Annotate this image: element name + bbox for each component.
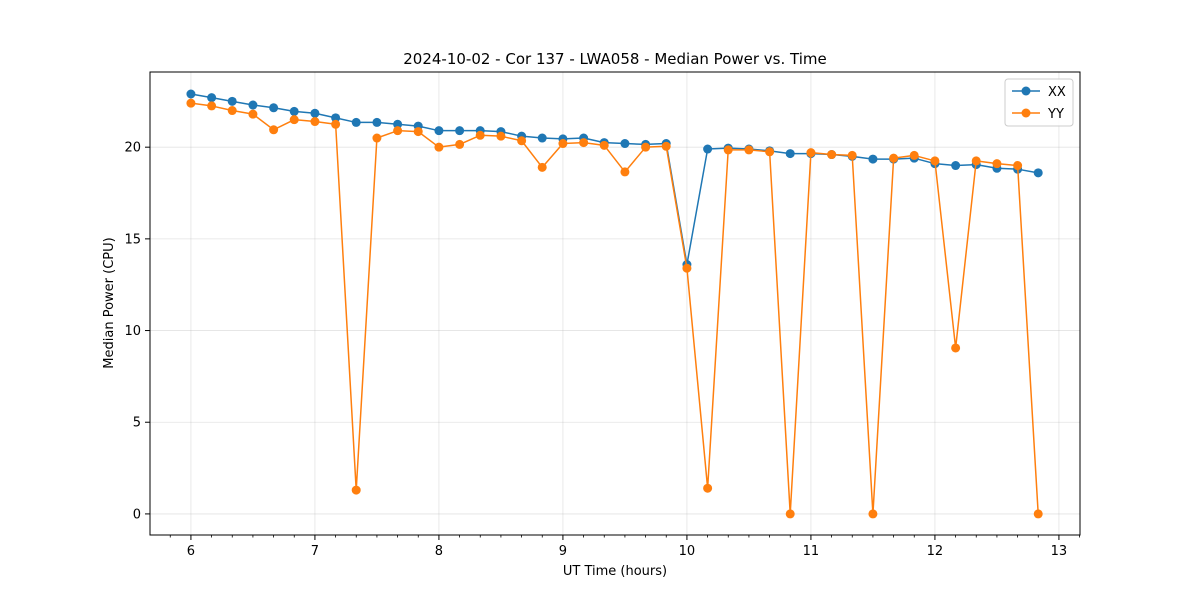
- data-point-yy: [703, 483, 713, 493]
- data-point-yy: [1033, 509, 1043, 519]
- data-point-yy: [372, 133, 382, 143]
- data-point-yy: [827, 150, 837, 160]
- data-point-xx: [269, 103, 279, 113]
- data-point-yy: [227, 106, 237, 116]
- data-point-yy: [641, 142, 651, 152]
- data-point-xx: [331, 113, 341, 123]
- data-point-yy: [868, 509, 878, 519]
- series-yy: [186, 98, 1043, 519]
- data-point-xx: [289, 106, 299, 116]
- data-point-xx: [186, 89, 196, 99]
- data-point-yy: [889, 153, 899, 163]
- data-point-yy: [434, 142, 444, 152]
- data-point-yy: [723, 145, 733, 155]
- data-point-yy: [289, 115, 299, 125]
- y-tick-label: 10: [124, 324, 141, 339]
- x-tick-label: 13: [1051, 544, 1068, 559]
- data-point-xx: [703, 144, 713, 154]
- data-point-xx: [434, 126, 444, 136]
- data-point-yy: [269, 125, 279, 135]
- x-tick-label: 6: [187, 544, 195, 559]
- data-point-yy: [847, 150, 857, 160]
- data-point-yy: [393, 126, 403, 136]
- data-point-xx: [537, 133, 547, 143]
- data-point-xx: [455, 126, 465, 136]
- data-point-xx: [393, 119, 403, 129]
- plot-frame: [149, 71, 1081, 536]
- data-point-yy: [310, 117, 320, 127]
- data-point-yy: [413, 127, 423, 137]
- data-point-yy: [992, 159, 1002, 169]
- data-point-yy: [785, 509, 795, 519]
- data-point-xx: [351, 117, 361, 127]
- data-point-yy: [517, 136, 527, 146]
- data-point-xx: [207, 93, 217, 103]
- data-point-yy: [806, 148, 816, 158]
- data-point-xx: [785, 149, 795, 159]
- data-point-xx: [951, 161, 961, 171]
- x-tick-label: 9: [559, 544, 567, 559]
- legend: XX YY: [1004, 78, 1074, 127]
- data-point-yy: [765, 147, 775, 157]
- data-point-yy: [207, 101, 217, 111]
- data-point-yy: [579, 138, 589, 148]
- x-axis-label: UT Time (hours): [563, 564, 667, 579]
- data-point-xx: [1033, 168, 1043, 178]
- data-point-yy: [537, 162, 547, 172]
- data-point-xx: [868, 154, 878, 164]
- series-layer: [186, 89, 1043, 519]
- data-point-yy: [682, 263, 692, 273]
- x-tick-label: 10: [679, 544, 696, 559]
- data-point-yy: [248, 109, 258, 119]
- data-point-xx: [372, 117, 382, 127]
- y-tick-label: 15: [124, 232, 141, 247]
- data-point-yy: [558, 139, 568, 149]
- chart-title: 2024-10-02 - Cor 137 - LWA058 - Median P…: [403, 50, 827, 68]
- y-axis-label: Median Power (CPU): [102, 237, 117, 368]
- data-point-yy: [971, 156, 981, 166]
- data-point-yy: [331, 119, 341, 129]
- data-point-yy: [744, 145, 754, 155]
- x-tick-label: 7: [311, 544, 319, 559]
- ticks: 6 7 8 9 10 11 12 13 0 5 10 15 20: [124, 141, 1080, 559]
- y-tick-label: 0: [133, 507, 141, 522]
- data-point-xx: [620, 139, 630, 149]
- data-point-yy: [930, 156, 940, 166]
- data-point-xx: [248, 100, 258, 110]
- data-point-yy: [620, 167, 630, 177]
- data-point-yy: [951, 343, 961, 353]
- data-point-yy: [496, 131, 506, 141]
- x-tick-label: 12: [927, 544, 944, 559]
- data-point-yy: [475, 130, 485, 140]
- data-point-xx: [227, 96, 237, 106]
- data-point-yy: [186, 98, 196, 108]
- data-point-xx: [310, 108, 320, 118]
- y-tick-label: 5: [133, 416, 141, 431]
- data-point-yy: [351, 485, 361, 495]
- x-tick-label: 8: [435, 544, 443, 559]
- legend-label-yy: YY: [1047, 107, 1064, 122]
- x-tick-label: 11: [803, 544, 820, 559]
- legend-marker-yy: [1021, 108, 1031, 118]
- y-tick-label: 20: [124, 141, 141, 156]
- data-point-yy: [1013, 161, 1023, 171]
- data-point-yy: [909, 150, 919, 160]
- legend-label-xx: XX: [1048, 85, 1066, 100]
- legend-marker-xx: [1021, 86, 1031, 96]
- data-point-yy: [661, 141, 671, 151]
- data-point-yy: [455, 139, 465, 149]
- data-point-yy: [599, 140, 609, 150]
